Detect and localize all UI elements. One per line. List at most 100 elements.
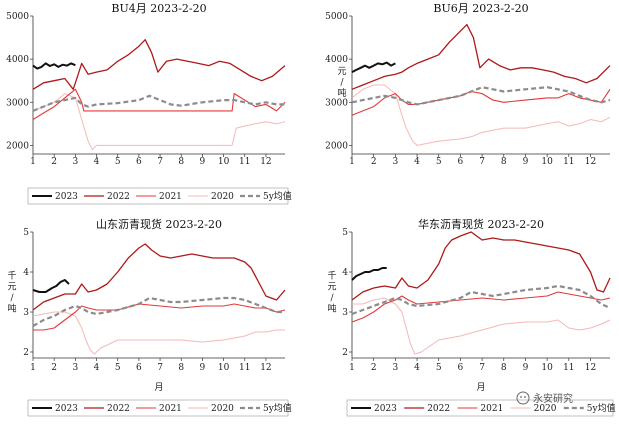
series-line-y2020 — [351, 84, 611, 146]
legend-label-y2021: 2021 — [159, 192, 182, 202]
x-tick-label: 12 — [260, 157, 271, 167]
chart-title: BU4月 2023-2-20 — [111, 2, 206, 15]
series-line-y2023 — [351, 61, 396, 73]
y-axis-label: 元 — [337, 67, 346, 77]
y-tick-label: 3 — [23, 308, 29, 318]
legend-label-y2020: 2020 — [211, 192, 234, 202]
y-tick-label: 2000 — [325, 141, 348, 151]
legend: 2023 2022 2021 2020 5y均值 — [346, 399, 616, 417]
legend-label-y2021: 2021 — [480, 404, 503, 414]
series-line-y2023 — [351, 267, 387, 281]
x-tick-label: 7 — [479, 157, 485, 167]
x-axis-label: 月 — [154, 382, 163, 393]
x-tick-label: 4 — [94, 157, 100, 167]
series-line-y2023 — [32, 279, 70, 293]
legend-box — [27, 399, 289, 417]
x-tick-label: 8 — [178, 363, 184, 373]
x-tick-label: 12 — [260, 363, 271, 373]
y-tick-label: 4000 — [325, 55, 348, 65]
y-axis-label: 元 — [327, 283, 336, 293]
series-line-y2020 — [352, 297, 611, 355]
legend-label-y2022: 2022 — [107, 404, 130, 414]
legend-label-y5avg: 5y均值 — [263, 190, 292, 202]
legend-box — [27, 187, 289, 205]
chart-title: 山东沥青现货 2023-2-20 — [96, 217, 222, 231]
x-tick-label: 2 — [371, 157, 377, 167]
series-line-y2021 — [32, 88, 286, 120]
x-tick-label: 11 — [239, 157, 250, 167]
y-axis-label: / — [10, 294, 14, 304]
x-tick-label: 1 — [349, 363, 355, 373]
x-tick-label: 6 — [458, 363, 464, 373]
y-axis-label: / — [330, 294, 334, 304]
legend-label-y2020: 2020 — [211, 404, 234, 414]
legend-label-y2022: 2022 — [107, 192, 130, 202]
x-tick-label: 5 — [115, 363, 121, 373]
legend-label-y2020: 2020 — [534, 404, 557, 414]
x-tick-label: 1 — [30, 363, 36, 373]
x-tick-label: 1 — [349, 157, 355, 167]
y-tick-label: 3000 — [6, 98, 29, 108]
x-tick-label: 3 — [392, 157, 398, 167]
x-tick-label: 3 — [72, 157, 78, 167]
x-tick-label: 1 — [30, 157, 36, 167]
y-tick-label: 5 — [342, 228, 348, 238]
legend-label-y2023: 2023 — [55, 404, 78, 414]
x-tick-label: 9 — [200, 363, 206, 373]
legend-label-y2022: 2022 — [427, 404, 450, 414]
series-line-y2022 — [351, 23, 611, 90]
y-tick-label: 4 — [23, 268, 29, 278]
y-tick-label: 5 — [23, 228, 29, 238]
y-tick-label: 5000 — [6, 12, 29, 22]
legend-box — [346, 399, 614, 417]
watermark: 永安研究 — [516, 391, 573, 405]
legend-label-y5avg: 5y均值 — [587, 402, 616, 414]
x-tick-label: 8 — [501, 157, 507, 167]
x-tick-label: 10 — [541, 363, 553, 373]
y-tick-label: 3000 — [325, 98, 348, 108]
wechat-icon — [516, 391, 530, 405]
legend-label-y5avg: 5y均值 — [263, 402, 292, 414]
legend: 2023 2022 2021 2020 5y均值 — [27, 399, 292, 417]
series-line-y2022 — [32, 39, 286, 90]
series-line-y5avg — [351, 86, 611, 106]
legend: 2023 2022 2021 2020 5y均值 — [27, 187, 292, 205]
wechat-icon-eye — [520, 396, 522, 398]
chart-title: 华东沥青现货 2023-2-20 — [418, 217, 544, 231]
y-axis-label: 元 — [7, 283, 16, 293]
y-tick-label: 5000 — [325, 12, 348, 22]
x-tick-label: 9 — [200, 157, 206, 167]
y-tick-label: 2 — [342, 348, 348, 358]
x-tick-label: 8 — [178, 157, 184, 167]
series-line-y5avg — [32, 296, 285, 327]
y-axis-label: 千 — [7, 271, 16, 282]
series-line-y2021 — [351, 88, 611, 116]
x-tick-label: 7 — [157, 157, 163, 167]
x-tick-label: 12 — [585, 157, 596, 167]
x-tick-label: 5 — [436, 363, 442, 373]
x-tick-label: 2 — [371, 363, 377, 373]
wechat-icon-eye — [524, 396, 526, 398]
watermark-text: 永安研究 — [533, 392, 573, 405]
x-tick-label: 4 — [414, 157, 420, 167]
x-tick-label: 12 — [585, 363, 596, 373]
x-tick-label: 8 — [501, 363, 507, 373]
x-tick-label: 6 — [458, 157, 464, 167]
x-tick-label: 10 — [218, 363, 230, 373]
y-tick-label: 2 — [23, 348, 29, 358]
x-axis-label: 月 — [476, 382, 485, 393]
x-tick-label: 5 — [436, 157, 442, 167]
x-tick-label: 9 — [523, 363, 529, 373]
series-line-y2020 — [32, 93, 286, 151]
x-tick-label: 11 — [239, 363, 250, 373]
x-tick-label: 2 — [51, 157, 57, 167]
series-line-y5avg — [351, 284, 611, 316]
y-axis-label: 吨 — [337, 87, 346, 99]
series-line-y5avg — [32, 94, 285, 112]
y-tick-label: 3 — [342, 308, 348, 318]
